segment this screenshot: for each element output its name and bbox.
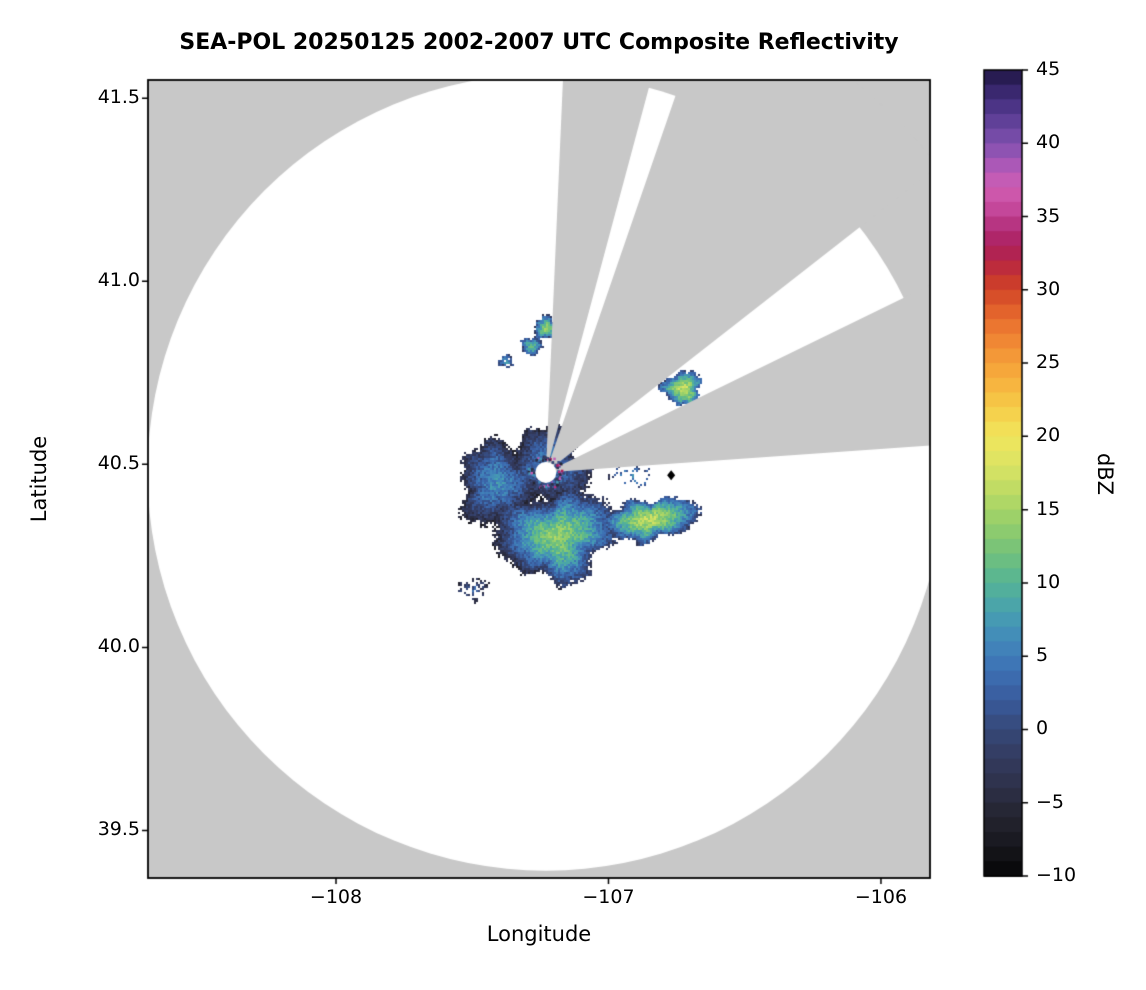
colorbar-tick-label: −5 (1036, 790, 1065, 813)
x-tick-label: −106 (854, 886, 908, 908)
x-tick-label: −108 (309, 886, 363, 908)
colorbar-tick-label: 15 (1036, 497, 1061, 520)
x-axis-label: Longitude (486, 922, 592, 946)
colorbar-label: dBZ (1093, 452, 1117, 496)
y-tick-label: 40.0 (97, 635, 140, 658)
y-tick-label: 39.5 (97, 818, 140, 841)
x-tick-label: −107 (582, 886, 635, 908)
chart-title: SEA-POL 20250125 2002-2007 UTC Composite… (179, 30, 899, 55)
y-axis-label: Latitude (27, 435, 51, 523)
y-tick-label: 40.5 (97, 452, 140, 475)
y-tick-label: 41.0 (97, 269, 140, 292)
colorbar-tick-label: 25 (1036, 351, 1061, 374)
colorbar-tick-label: 30 (1036, 277, 1061, 300)
colorbar-tick-label: 0 (1036, 717, 1049, 740)
colorbar-tick-label: 40 (1036, 131, 1061, 154)
y-tick-label: 41.5 (97, 86, 140, 109)
colorbar-tick-label: −10 (1036, 864, 1077, 886)
colorbar-tick-label: 20 (1036, 424, 1061, 447)
colorbar-tick-label: 35 (1036, 204, 1061, 227)
colorbar-tick-label: 10 (1036, 570, 1061, 593)
colorbar-tick-label: 45 (1036, 58, 1061, 80)
colorbar-tick-label: 5 (1036, 644, 1049, 667)
